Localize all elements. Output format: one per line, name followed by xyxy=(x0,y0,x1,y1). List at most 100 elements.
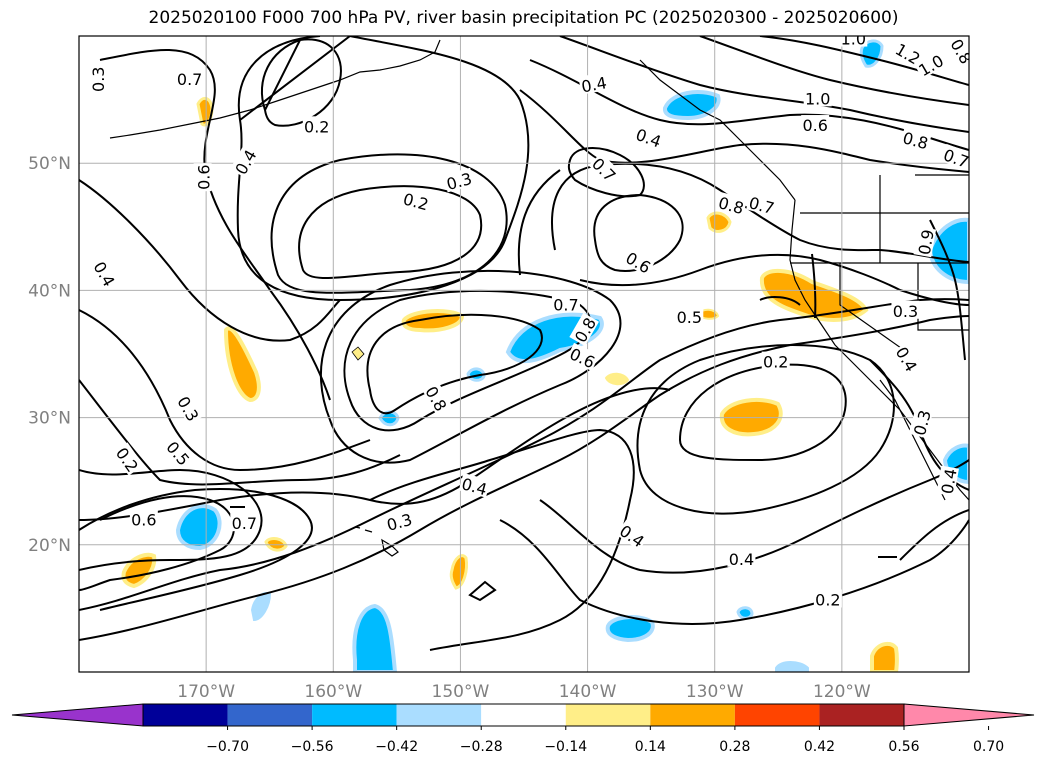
contour-label-bg xyxy=(193,163,212,192)
pv-contour xyxy=(899,509,969,561)
contour-label-bg xyxy=(813,589,842,608)
contour-label-bg xyxy=(458,473,491,498)
contour-label-bg xyxy=(551,294,580,313)
pv-contour xyxy=(593,193,684,272)
latitude-label: 20°N xyxy=(28,536,71,556)
pv-contour xyxy=(366,313,543,415)
contour-label-bg xyxy=(936,465,959,497)
colorbar-tick-label: −0.28 xyxy=(460,739,503,755)
contour-label: 0.6 xyxy=(129,509,158,529)
colorbar-extend-high xyxy=(903,703,1035,727)
shade-orange-patch xyxy=(759,269,869,322)
longitude-label: 150°W xyxy=(432,682,490,702)
shade-orange-patch xyxy=(604,372,630,386)
pv-contour xyxy=(529,59,969,151)
contour-label-bg xyxy=(443,167,475,193)
contour-label-text: 1.0 xyxy=(841,30,866,49)
pv-contour xyxy=(319,269,622,464)
contour-label-text: 0.2 xyxy=(304,117,329,136)
pv-contour xyxy=(79,309,371,472)
shade-orange-patch xyxy=(449,554,468,590)
contour-label-bg xyxy=(839,36,868,47)
pv-contour xyxy=(559,36,969,133)
contour-label-bg xyxy=(578,72,610,95)
pv-contour xyxy=(499,519,969,625)
contour-label: 0.2 xyxy=(761,351,790,372)
pv-contour xyxy=(79,179,341,342)
shade-blue-patch xyxy=(736,606,754,620)
contour-label: 0.5 xyxy=(675,307,704,327)
contour-label: 0.8 xyxy=(900,127,932,153)
pv-contour xyxy=(636,344,895,515)
contour-label: 0.4 xyxy=(727,548,756,569)
contour-label: 0.6 xyxy=(193,163,214,192)
pv-contour xyxy=(929,219,966,361)
contour-label: 0.3 xyxy=(891,300,920,321)
contour-label-bg xyxy=(761,351,790,370)
contour-label-bg xyxy=(616,519,650,551)
colorbar-segment xyxy=(227,704,313,726)
contour-label-text: 0.6 xyxy=(195,164,214,189)
contour-label-text: 0.3 xyxy=(89,67,108,92)
pv-contour xyxy=(539,459,969,574)
longitude-label: 130°W xyxy=(686,682,744,702)
pv-contour xyxy=(567,147,645,198)
coastlines xyxy=(109,39,969,557)
contour-label-bg xyxy=(230,513,259,532)
contour-label-text: 1.0 xyxy=(805,89,830,108)
contour-label-bg xyxy=(675,307,704,326)
contour-label-bg xyxy=(727,548,756,567)
colorbar-segment xyxy=(734,704,820,726)
shade-orange-patch xyxy=(223,326,261,403)
coastline-baja xyxy=(879,379,946,501)
contour-label-bg xyxy=(129,509,158,528)
colorbar-segment xyxy=(819,704,904,726)
contour-label-bg xyxy=(891,38,926,68)
pv-contour xyxy=(759,296,801,306)
colorbar-segment xyxy=(565,704,651,726)
pv-contour xyxy=(270,153,508,294)
pv-contour xyxy=(236,36,530,302)
longitude-label: 140°W xyxy=(559,682,617,702)
contour-label-bg xyxy=(422,381,452,415)
contour-label-bg xyxy=(632,123,666,151)
contour-label-bg xyxy=(892,341,923,376)
colorbar-extend-low xyxy=(11,703,144,727)
contour-label-bg xyxy=(566,342,600,371)
colorbar-segment xyxy=(650,704,735,726)
shade-orange-patch xyxy=(706,211,732,233)
contour-label-bg xyxy=(803,88,832,107)
contour-label-text: 0.4 xyxy=(938,467,961,495)
contour-label-text: 0.7 xyxy=(553,295,578,314)
pv-contour xyxy=(79,298,969,611)
coastline-alaska xyxy=(109,39,441,139)
contour-label-bg xyxy=(174,391,205,425)
pv-contour xyxy=(759,36,969,86)
colorbar-segment xyxy=(396,704,482,726)
contour-label-text: 0.9 xyxy=(915,228,938,256)
latitude-label: 40°N xyxy=(28,281,71,301)
contour-label: 0.7 xyxy=(230,513,259,533)
longitude-label: 120°W xyxy=(813,682,871,702)
colorbar-tick-label: 0.56 xyxy=(888,739,919,755)
state-border xyxy=(790,174,969,361)
contour-label: 0.2 xyxy=(302,116,331,136)
contour-label-bg xyxy=(715,191,748,217)
contour-label: 0.4 xyxy=(892,341,923,376)
longitude-labels: 170°W 160°W 150°W 140°W 130°W 120°W xyxy=(177,682,871,702)
contour-label-bg xyxy=(175,69,204,88)
contour-label: 1.0 xyxy=(803,88,832,108)
contour-label: 0.3 xyxy=(88,65,108,94)
latitude-labels: 50°N 40°N 30°N 20°N xyxy=(28,154,71,556)
contour-label-bg xyxy=(588,152,622,186)
colorbar-frame xyxy=(142,703,905,727)
contour-label-bg xyxy=(569,312,599,346)
pv-contour xyxy=(699,36,969,106)
colorbar-segment xyxy=(312,704,397,726)
contour-label-text: 0.6 xyxy=(802,116,827,135)
shade-blue-patch xyxy=(775,661,809,672)
colorbar-tick-label: 0.14 xyxy=(635,739,666,755)
shade-blue-patch xyxy=(662,90,721,121)
colorbar-tick-label: 0.70 xyxy=(973,739,1004,755)
